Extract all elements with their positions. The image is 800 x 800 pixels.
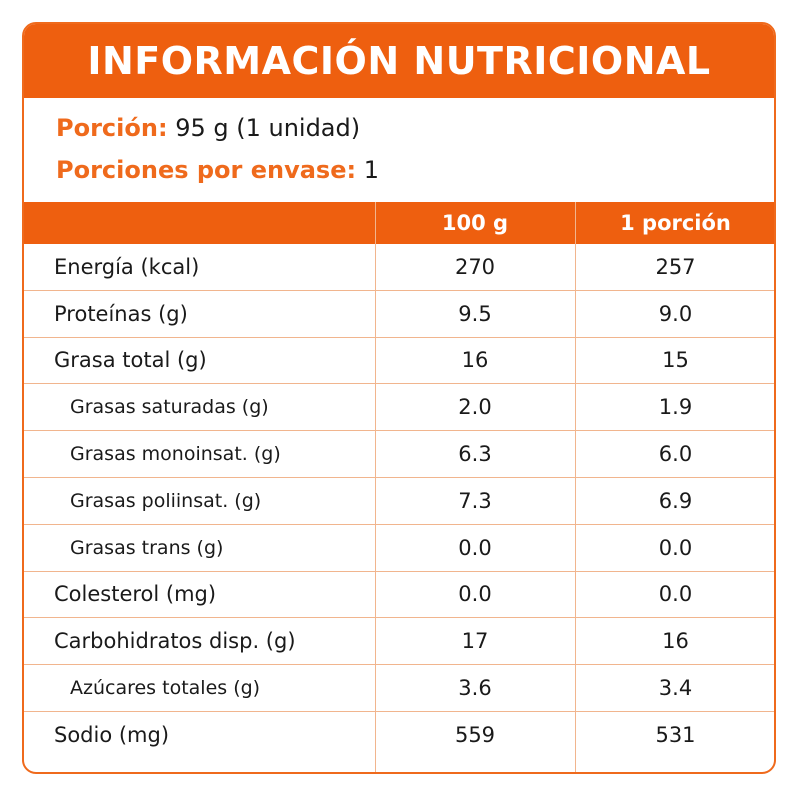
table-row: Energía (kcal) 270 257: [24, 244, 774, 291]
nutrient-name: Grasas monoinsat. (g): [70, 443, 281, 466]
portion-label: Porción:: [56, 114, 168, 142]
value-per-100g: 17: [461, 629, 489, 654]
table-row: Grasas saturadas (g) 2.0 1.9: [24, 384, 774, 432]
servings-value: 1: [363, 156, 380, 184]
value-per-portion: 1.9: [658, 395, 693, 420]
value-per-portion: 0.0: [658, 582, 693, 607]
nutrient-name: Azúcares totales (g): [70, 677, 261, 700]
value-per-100g: 3.6: [458, 676, 492, 701]
title-bar: INFORMACIÓN NUTRICIONAL: [24, 24, 774, 98]
value-per-portion: 16: [662, 629, 689, 654]
nutrition-table-body: Energía (kcal) 270 257 Proteínas (g) 9.5 9.0 G…: [24, 244, 774, 759]
value-per-portion: 531: [655, 723, 696, 748]
value-per-portion: 257: [655, 254, 696, 279]
value-per-portion: 6.9: [658, 488, 693, 513]
nutrition-facts-panel: INFORMACIÓN NUTRICIONAL Porción: 95 g (1…: [22, 22, 776, 774]
table-row: Grasas monoinsat. (g) 6.3 6.0: [24, 431, 774, 478]
panel-title: INFORMACIÓN NUTRICIONAL: [87, 39, 711, 83]
column-divider: [575, 202, 576, 772]
value-per-100g: 270: [454, 254, 496, 279]
servings-label: Porciones por envase:: [56, 156, 357, 184]
portion-value: 95 g (1 unidad): [175, 114, 361, 142]
nutrient-name: Carbohidratos disp. (g): [54, 629, 296, 654]
nutrient-name: Energía (kcal): [54, 254, 200, 279]
value-per-100g: 16: [461, 348, 489, 373]
table-row: Grasas poliinsat. (g) 7.3 6.9: [24, 478, 774, 525]
nutrient-name: Colesterol (mg): [54, 582, 217, 607]
value-per-100g: 559: [454, 723, 496, 748]
table-row: Grasas trans (g) 0.0 0.0: [24, 525, 774, 572]
nutrient-name: Grasas saturadas (g): [70, 396, 269, 419]
table-row: Grasa total (g) 16 15: [24, 338, 774, 385]
servings-per-container-info: Porciones por envase: 1: [56, 156, 379, 184]
nutrient-name: Grasas poliinsat. (g): [70, 489, 262, 512]
value-per-100g: 0.0: [458, 582, 492, 607]
value-per-portion: 0.0: [658, 535, 693, 560]
value-per-100g: 0.0: [458, 535, 492, 560]
value-per-100g: 2.0: [458, 395, 492, 420]
column-header-100g: 100 g: [441, 211, 509, 235]
value-per-100g: 6.3: [458, 442, 492, 467]
value-per-portion: 3.4: [658, 676, 693, 701]
column-header-portion: 1 porción: [620, 211, 731, 235]
portion-info: Porción: 95 g (1 unidad): [56, 114, 360, 142]
table-row: Colesterol (mg) 0.0 0.0: [24, 572, 774, 619]
value-per-100g: 9.5: [458, 301, 492, 326]
table-row: Sodio (mg) 559 531: [24, 712, 774, 759]
table-row: Azúcares totales (g) 3.6 3.4: [24, 665, 774, 712]
nutrient-name: Grasa total (g): [54, 348, 207, 373]
value-per-portion: 15: [662, 348, 689, 373]
nutrient-name: Proteínas (g): [54, 301, 188, 326]
table-row: Carbohidratos disp. (g) 17 16: [24, 618, 774, 666]
table-row: Proteínas (g) 9.5 9.0: [24, 291, 774, 338]
table-header: 100 g 1 porción: [24, 202, 774, 244]
value-per-portion: 6.0: [658, 442, 693, 467]
column-divider: [375, 202, 376, 772]
value-per-100g: 7.3: [458, 488, 492, 513]
nutrient-name: Grasas trans (g): [70, 536, 224, 559]
nutrient-name: Sodio (mg): [54, 723, 170, 748]
value-per-portion: 9.0: [658, 301, 693, 326]
